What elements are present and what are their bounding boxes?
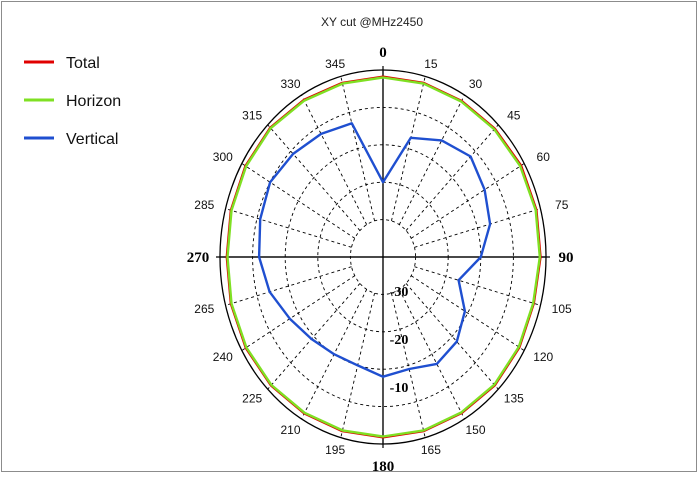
angle-label-300: 300 xyxy=(213,150,233,164)
angle-label-105: 105 xyxy=(552,302,572,316)
angle-label-210: 210 xyxy=(280,423,300,437)
angle-label-75: 75 xyxy=(555,198,569,212)
angle-label-330: 330 xyxy=(280,77,300,91)
angle-label-0: 0 xyxy=(379,45,387,61)
grid-spoke xyxy=(414,208,541,248)
angle-label-285: 285 xyxy=(194,198,214,212)
angle-label-60: 60 xyxy=(537,150,551,164)
angle-label-15: 15 xyxy=(424,57,438,71)
grid-spoke xyxy=(414,266,541,306)
angle-label-265: 265 xyxy=(194,302,214,316)
grid-spoke xyxy=(225,208,352,248)
grid-spoke xyxy=(340,76,376,221)
grid-spoke xyxy=(267,124,361,231)
angle-label-345: 345 xyxy=(325,57,345,71)
grid-spoke xyxy=(405,283,499,390)
legend-label-total: Total xyxy=(66,55,100,72)
angle-label-90: 90 xyxy=(559,250,574,266)
angle-label-150: 150 xyxy=(465,423,485,437)
grid-spoke xyxy=(267,283,361,390)
legend: Total Horizon Vertical xyxy=(24,55,121,148)
angle-label-240: 240 xyxy=(213,350,233,364)
angle-label-45: 45 xyxy=(507,109,521,123)
angle-label-165: 165 xyxy=(421,443,441,457)
grid-spoke xyxy=(390,76,426,221)
grid-spoke xyxy=(405,124,499,231)
angle-label-270: 270 xyxy=(187,250,210,266)
series-line-vertical xyxy=(257,122,492,378)
angle-label-30: 30 xyxy=(469,77,483,91)
grid-spoke xyxy=(410,163,525,239)
legend-label-vertical: Vertical xyxy=(66,131,118,148)
grid-spoke xyxy=(301,94,368,225)
grid-spoke xyxy=(398,289,465,420)
angle-label-120: 120 xyxy=(533,350,553,364)
legend-label-horizon: Horizon xyxy=(66,93,121,110)
angle-label-195: 195 xyxy=(325,443,345,457)
radial-label: -10 xyxy=(390,381,409,396)
grid-spoke xyxy=(410,275,525,351)
grid-spoke xyxy=(398,94,465,225)
polar-grid xyxy=(216,66,550,448)
grid-spoke xyxy=(225,266,352,306)
radial-label: -30 xyxy=(390,285,409,300)
chart-title: XY cut @MHz2450 xyxy=(321,15,423,29)
radial-label: -20 xyxy=(390,333,409,348)
series-line-horizon xyxy=(226,76,541,438)
series-group xyxy=(225,75,542,439)
axis-labels: 0 15 30 45 60 75 90 105 120 135 150 165 180 195 210 225… xyxy=(187,45,574,475)
grid-spoke xyxy=(390,293,426,438)
angle-label-315: 315 xyxy=(242,109,262,123)
angle-label-225: 225 xyxy=(242,391,262,405)
angle-label-135: 135 xyxy=(504,391,524,405)
grid-spoke xyxy=(241,275,356,351)
grid-spoke xyxy=(241,163,356,239)
angle-label-180: 180 xyxy=(372,459,395,475)
